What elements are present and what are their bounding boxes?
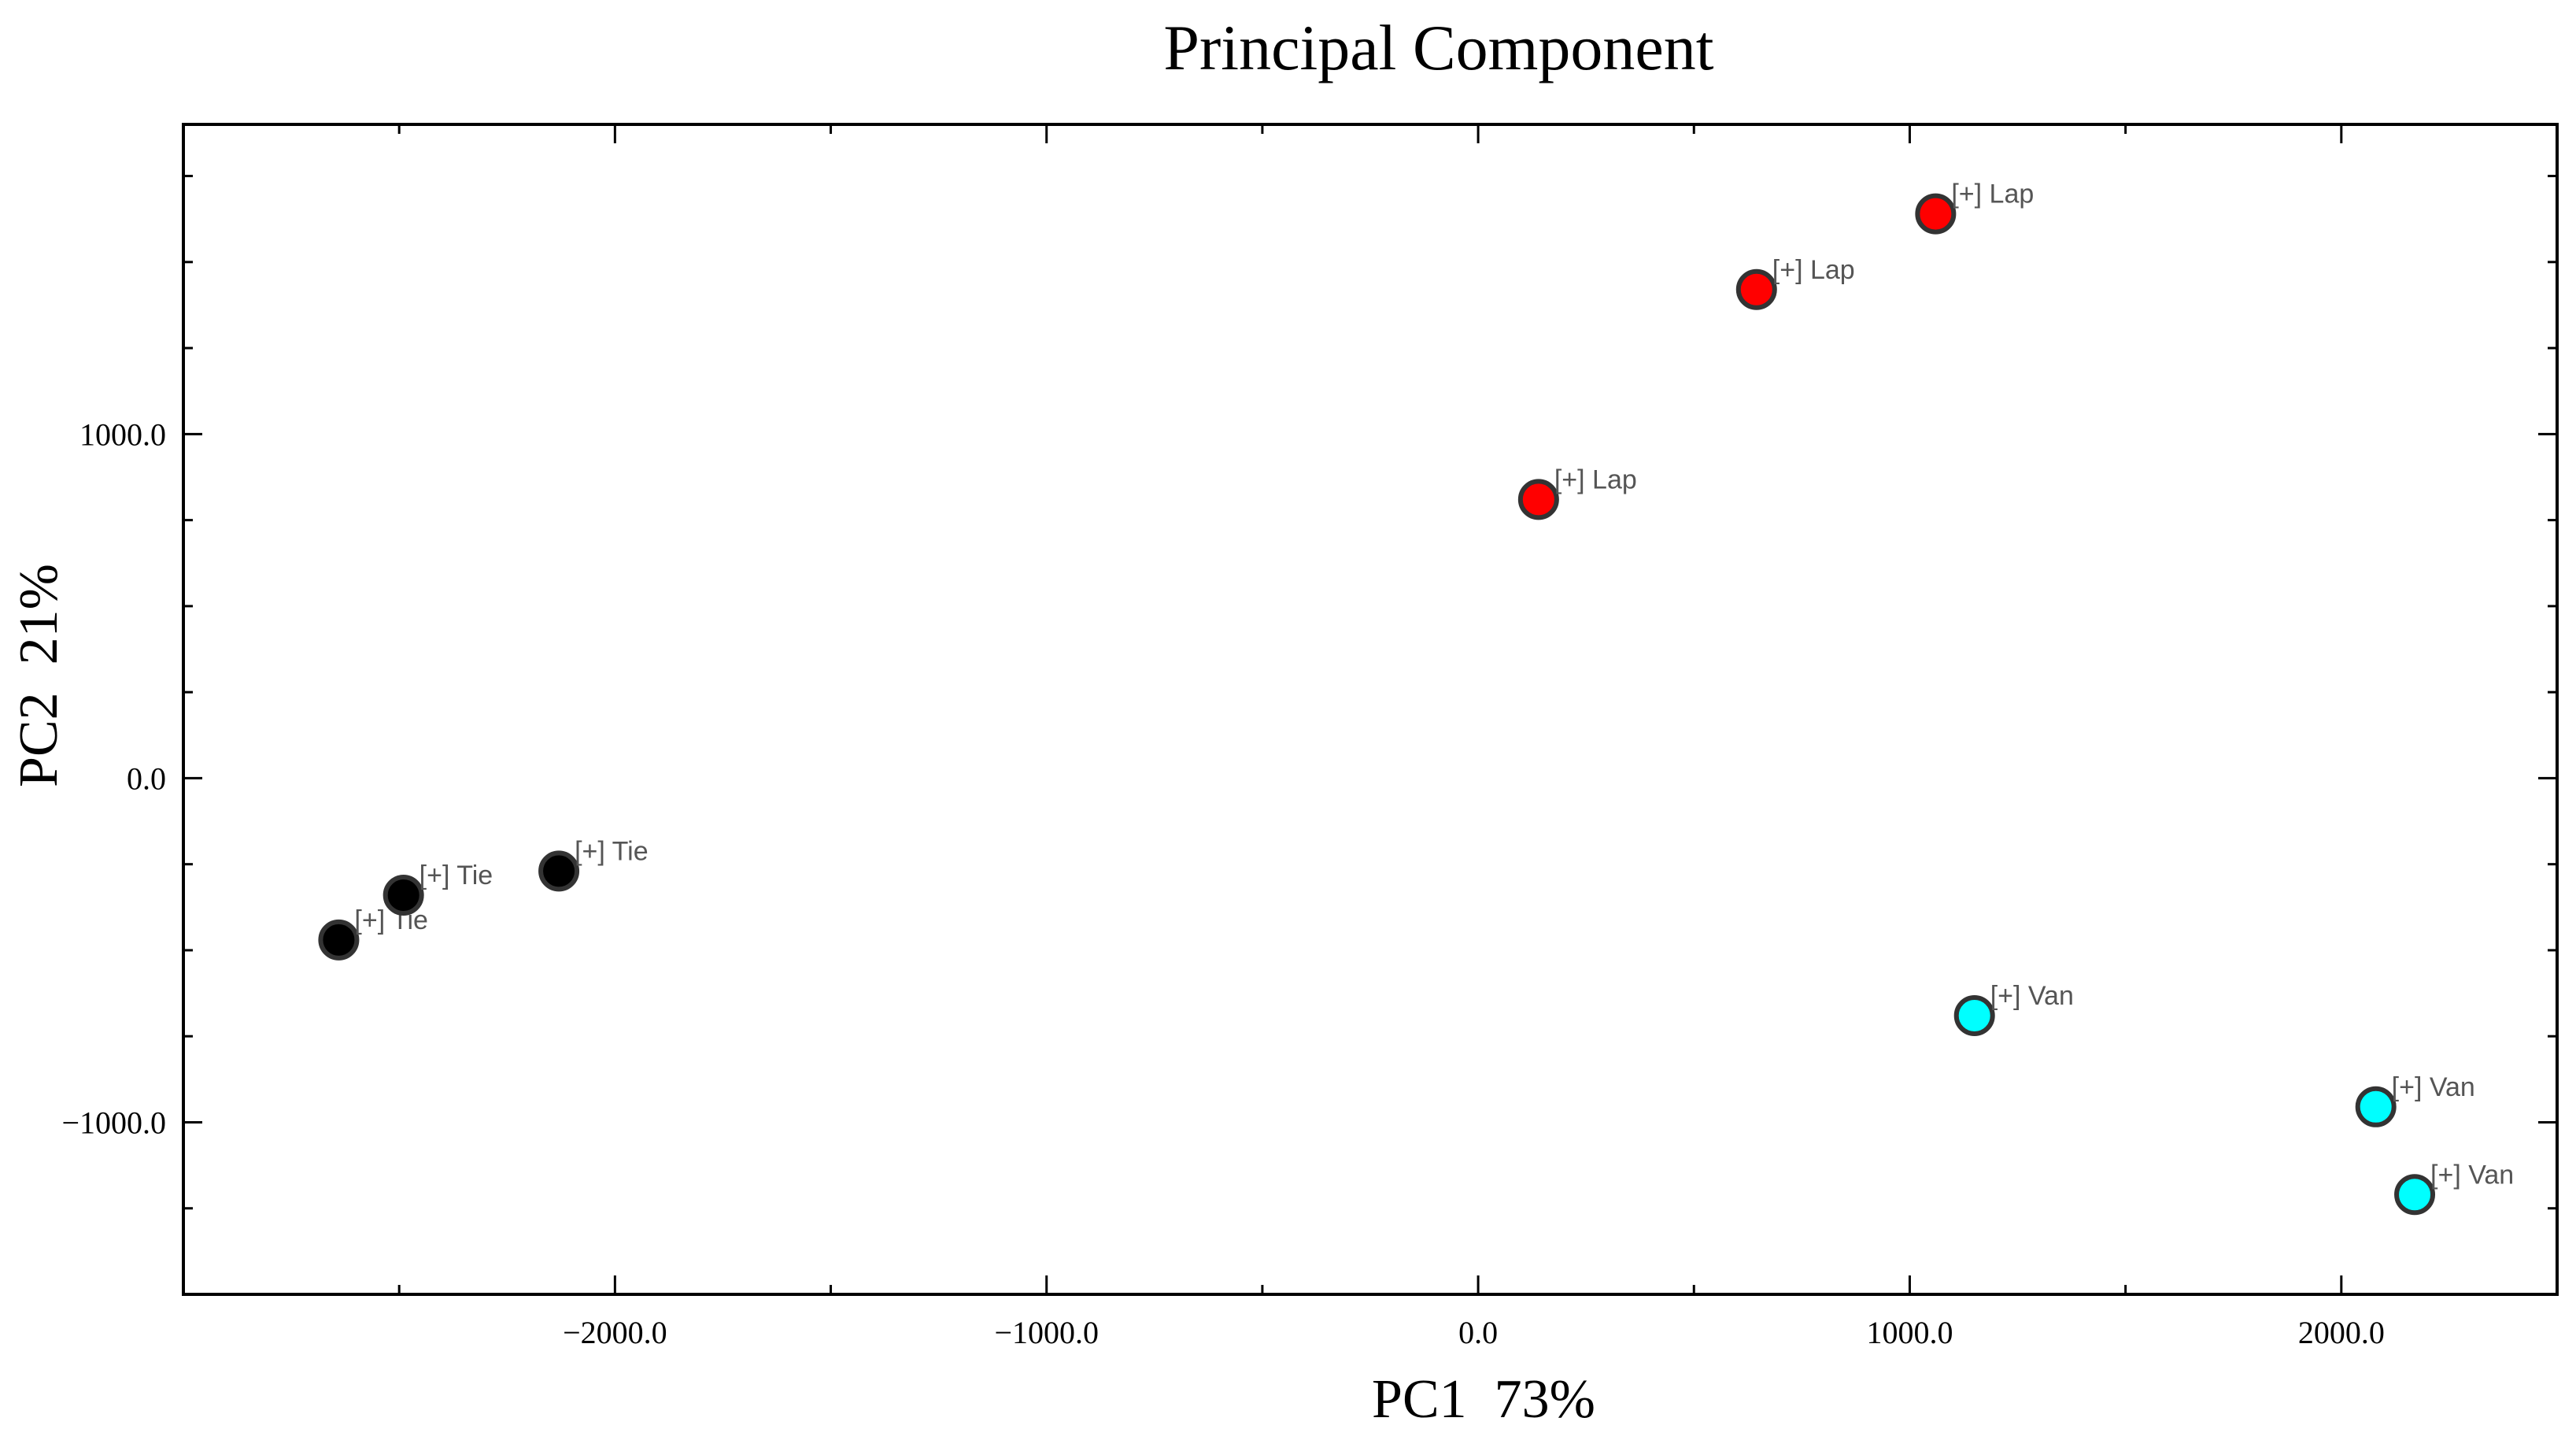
y-tick-label: 1000.0 — [79, 416, 166, 452]
y-tick-label: −1000.0 — [61, 1105, 166, 1140]
data-point — [1915, 193, 1957, 235]
data-point — [318, 919, 360, 961]
data-point — [1517, 479, 1559, 520]
x-tick-label: 0.0 — [1458, 1315, 1498, 1350]
x-tick-label: 2000.0 — [2298, 1315, 2385, 1350]
axis-ticks: −2000.0 −1000.0 0.0 1000.0 2000.0 −1000.0 0.0 1… — [61, 124, 2557, 1350]
data-point — [538, 850, 580, 892]
data-point-label: [+] Van — [2392, 1072, 2475, 1102]
y-axis-label: PC2 21% — [9, 564, 69, 787]
data-point — [1735, 268, 1777, 310]
data-point-label: [+] Lap — [1554, 465, 1637, 494]
x-tick-label: −1000.0 — [994, 1315, 1099, 1350]
y-tick-label: 0.0 — [127, 761, 166, 796]
data-point — [383, 875, 424, 916]
data-point-label: [+] Van — [1990, 981, 2074, 1011]
chart-title: Principal Component — [1163, 12, 1713, 83]
data-point — [2355, 1086, 2397, 1127]
data-point — [1953, 994, 1995, 1036]
data-point-label: [+] Lap — [1951, 180, 2034, 209]
data-points: [+] Lap[+] Lap[+] Lap[+] Tie[+] Tie[+] T… — [318, 180, 2514, 1216]
x-tick-label: 1000.0 — [1866, 1315, 1953, 1350]
data-point-label: [+] Tie — [575, 836, 649, 866]
x-axis-label: PC1 73% — [1372, 1369, 1595, 1430]
data-point-label: [+] Tie — [419, 861, 493, 890]
data-point-label: [+] Van — [2430, 1160, 2514, 1190]
data-point — [2394, 1174, 2436, 1216]
plot-frame — [182, 123, 2559, 1296]
x-tick-label: −2000.0 — [563, 1315, 667, 1350]
data-point-label: [+] Lap — [1772, 255, 1855, 285]
